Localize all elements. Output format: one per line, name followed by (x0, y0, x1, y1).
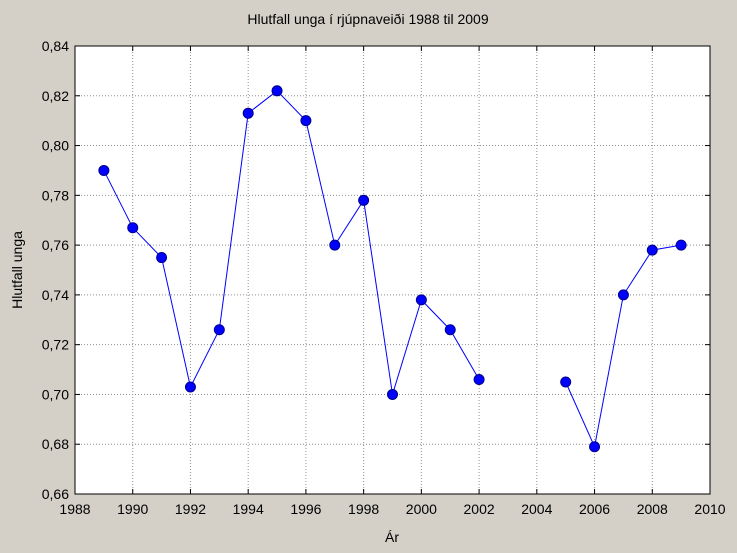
y-tick-label: 0,68 (42, 436, 69, 452)
data-point (213, 324, 225, 336)
x-tick-label: 1998 (348, 501, 379, 517)
x-tick-labels: 1988 1990 1992 1994 1996 1998 2000 2002 2004 2006… (59, 501, 725, 517)
x-tick-label: 2000 (406, 501, 437, 517)
plot-area (74, 45, 711, 495)
data-point (242, 107, 254, 119)
y-tick-label: 0,72 (42, 337, 69, 353)
data-point (300, 115, 312, 127)
x-tick-label: 1994 (233, 501, 264, 517)
x-axis-label: Ár (385, 529, 399, 545)
y-tick-label: 0,80 (42, 138, 69, 154)
y-tick-label: 0,78 (42, 187, 69, 203)
x-tick-label: 2006 (579, 501, 610, 517)
y-tick-label: 0,82 (42, 88, 69, 104)
y-tick-label: 0,66 (42, 486, 69, 502)
data-point (617, 289, 629, 301)
x-tick-label: 1992 (175, 501, 206, 517)
data-point (329, 239, 341, 251)
x-tick-label: 1996 (290, 501, 321, 517)
axis-ticks (74, 45, 711, 495)
y-tick-label: 0,84 (42, 38, 69, 54)
data-point (675, 239, 687, 251)
data-point (358, 194, 370, 206)
data-point (415, 294, 427, 306)
data-point (560, 376, 572, 388)
y-axis-label: Hlutfall unga (9, 231, 25, 309)
data-point (271, 85, 283, 97)
x-tick-label: 1988 (59, 501, 90, 517)
x-tick-label: 2004 (521, 501, 552, 517)
x-tick-label: 2010 (694, 501, 725, 517)
data-point (98, 164, 110, 176)
y-tick-labels: 0,66 0,68 0,70 0,72 0,74 0,76 0,78 0,80 0,82 0,84 (42, 38, 69, 502)
data-point (646, 244, 658, 256)
x-tick-label: 2008 (637, 501, 668, 517)
y-tick-label: 0,70 (42, 386, 69, 402)
data-point (444, 324, 456, 336)
y-tick-label: 0,74 (42, 287, 69, 303)
data-point (589, 441, 601, 453)
y-tick-label: 0,76 (42, 237, 69, 253)
data-point (127, 222, 139, 234)
chart-title: Hlutfall unga í rjúpnaveiði 1988 til 200… (247, 11, 488, 27)
series-points (98, 85, 687, 453)
data-point (473, 374, 485, 386)
data-point (156, 252, 168, 264)
x-tick-label: 1990 (117, 501, 148, 517)
series-line (103, 90, 480, 395)
x-tick-label: 2002 (464, 501, 495, 517)
data-point (184, 381, 196, 393)
data-point (387, 388, 398, 400)
